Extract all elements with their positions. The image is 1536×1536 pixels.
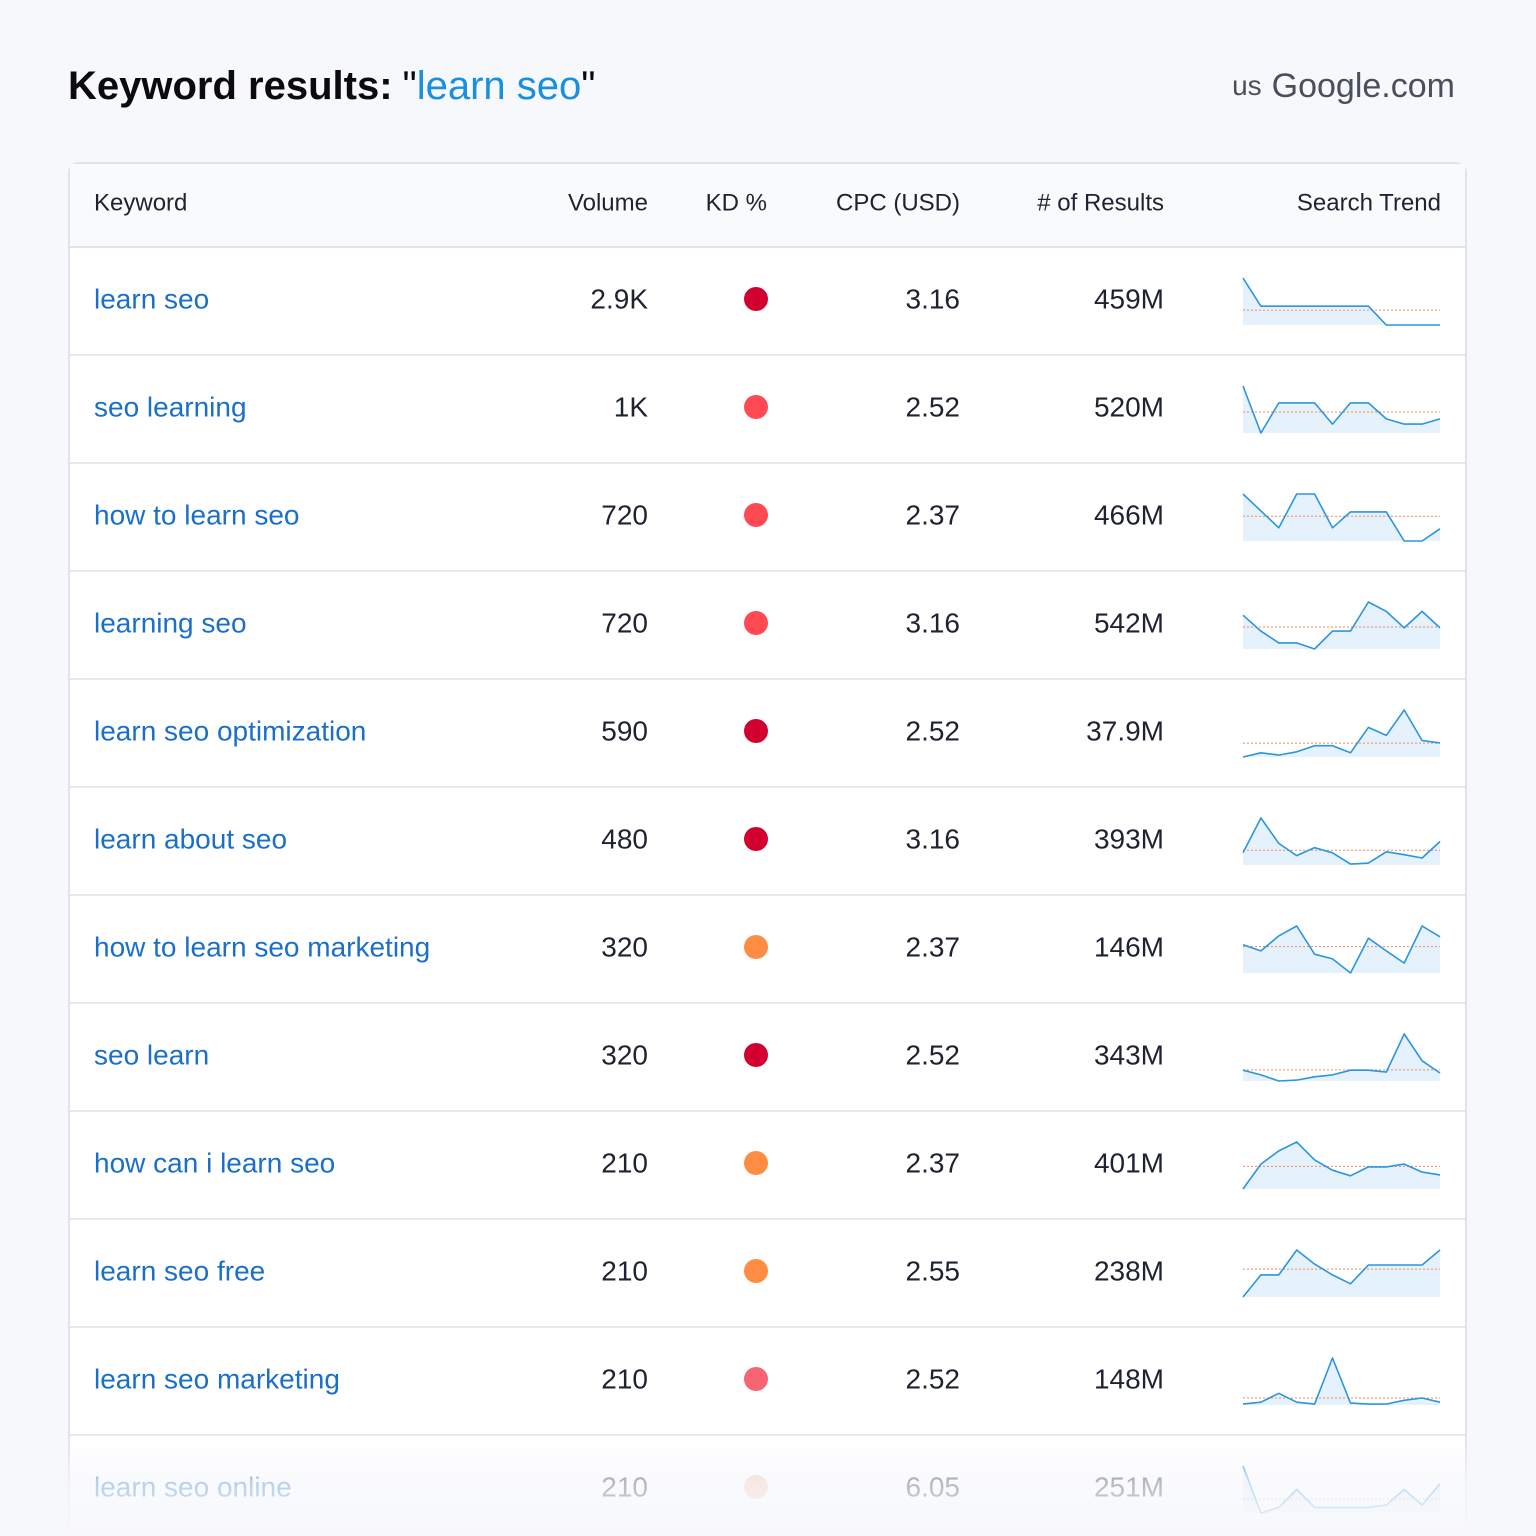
trend-area: [1243, 386, 1440, 433]
cpc: 2.52: [906, 1039, 961, 1070]
trend-line: [1242, 601, 1441, 650]
volume: 2.9K: [590, 283, 648, 314]
kd-indicator: [744, 287, 768, 311]
trend-area: [1243, 278, 1440, 325]
results-count: 401M: [1094, 1147, 1164, 1178]
kd-indicator: [744, 503, 768, 527]
keyword-link[interactable]: learn about seo: [94, 823, 287, 854]
database: us Google.com: [1232, 67, 1455, 105]
column-header: Volume: [568, 189, 648, 216]
fade-overlay: [0, 1436, 1536, 1536]
column-header: CPC (USD): [836, 189, 960, 216]
column-header: KD %: [706, 189, 767, 216]
results-count: 238M: [1094, 1255, 1164, 1286]
trend-line: [1242, 1141, 1441, 1190]
keyword-link[interactable]: seo learning: [94, 391, 247, 422]
results-count: 542M: [1094, 607, 1164, 638]
query: learn seo: [417, 64, 582, 108]
volume: 210: [601, 1363, 648, 1394]
search-engine: Google.com: [1272, 67, 1455, 105]
cpc: 3.16: [906, 283, 961, 314]
results-count: 393M: [1094, 823, 1164, 854]
trend-area: [1243, 602, 1440, 649]
trend-area: [1243, 926, 1440, 973]
kd-indicator: [744, 611, 768, 635]
table-header-bg: [70, 164, 1465, 246]
cpc: 3.16: [906, 607, 961, 638]
volume: 720: [601, 499, 648, 530]
trend-area: [1243, 1034, 1440, 1081]
kd-indicator: [744, 1259, 768, 1283]
keyword-link[interactable]: how to learn seo: [94, 499, 299, 530]
cpc: 2.37: [906, 931, 961, 962]
trend-line: [1242, 1033, 1441, 1082]
trend-line: [1242, 709, 1441, 758]
trend-line: [1242, 1249, 1441, 1298]
trend-line: [1242, 925, 1441, 974]
trend-line: [1242, 493, 1441, 542]
volume: 320: [601, 1039, 648, 1070]
keyword-link[interactable]: learn seo optimization: [94, 715, 366, 746]
trend-line: [1242, 1357, 1441, 1405]
cpc: 3.16: [906, 823, 961, 854]
kd-indicator: [744, 935, 768, 959]
keyword-link[interactable]: how to learn seo marketing: [94, 931, 430, 962]
kd-indicator: [744, 827, 768, 851]
cpc: 2.55: [906, 1255, 961, 1286]
cpc: 2.37: [906, 499, 961, 530]
kd-indicator: [744, 395, 768, 419]
cpc: 2.37: [906, 1147, 961, 1178]
keyword-link[interactable]: learn seo free: [94, 1255, 265, 1286]
results-count: 37.9M: [1086, 715, 1164, 746]
results-count: 459M: [1094, 283, 1164, 314]
trend-line: [1242, 277, 1440, 326]
keyword-link[interactable]: seo learn: [94, 1039, 209, 1070]
kd-indicator: [744, 719, 768, 743]
results-count: 343M: [1094, 1039, 1164, 1070]
title-label: Keyword results:: [68, 64, 393, 108]
keyword-link[interactable]: learn seo marketing: [94, 1363, 340, 1394]
column-header: # of Results: [1037, 189, 1164, 216]
volume: 1K: [614, 391, 649, 422]
table-card: [68, 162, 1467, 1536]
quote: ": [581, 64, 595, 108]
volume: 210: [601, 1147, 648, 1178]
trend-area: [1243, 710, 1440, 757]
cpc: 2.52: [906, 1363, 961, 1394]
volume: 590: [601, 715, 648, 746]
kd-indicator: [744, 1151, 768, 1175]
volume: 480: [601, 823, 648, 854]
volume: 720: [601, 607, 648, 638]
trend-area: [1243, 1142, 1440, 1189]
volume: 210: [601, 1255, 648, 1286]
column-header: Search Trend: [1297, 189, 1441, 216]
results-count: 148M: [1094, 1363, 1164, 1394]
column-header: Keyword: [94, 189, 187, 216]
quote: ": [403, 64, 417, 108]
kd-indicator: [744, 1367, 768, 1391]
trend-line: [1242, 385, 1441, 434]
cpc: 2.52: [906, 715, 961, 746]
database-country: us: [1232, 70, 1262, 101]
trend-line: [1242, 817, 1441, 865]
page-title: Keyword results: "learn seo": [68, 64, 596, 108]
volume: 320: [601, 931, 648, 962]
results-count: 146M: [1094, 931, 1164, 962]
keyword-link[interactable]: learn seo: [94, 283, 209, 314]
results-count: 520M: [1094, 391, 1164, 422]
trend-area: [1243, 1250, 1440, 1297]
keyword-link[interactable]: learning seo: [94, 607, 247, 638]
cpc: 2.52: [906, 391, 961, 422]
results-count: 466M: [1094, 499, 1164, 530]
kd-indicator: [744, 1043, 768, 1067]
trend-area: [1243, 494, 1440, 541]
keyword-link[interactable]: how can i learn seo: [94, 1147, 335, 1178]
